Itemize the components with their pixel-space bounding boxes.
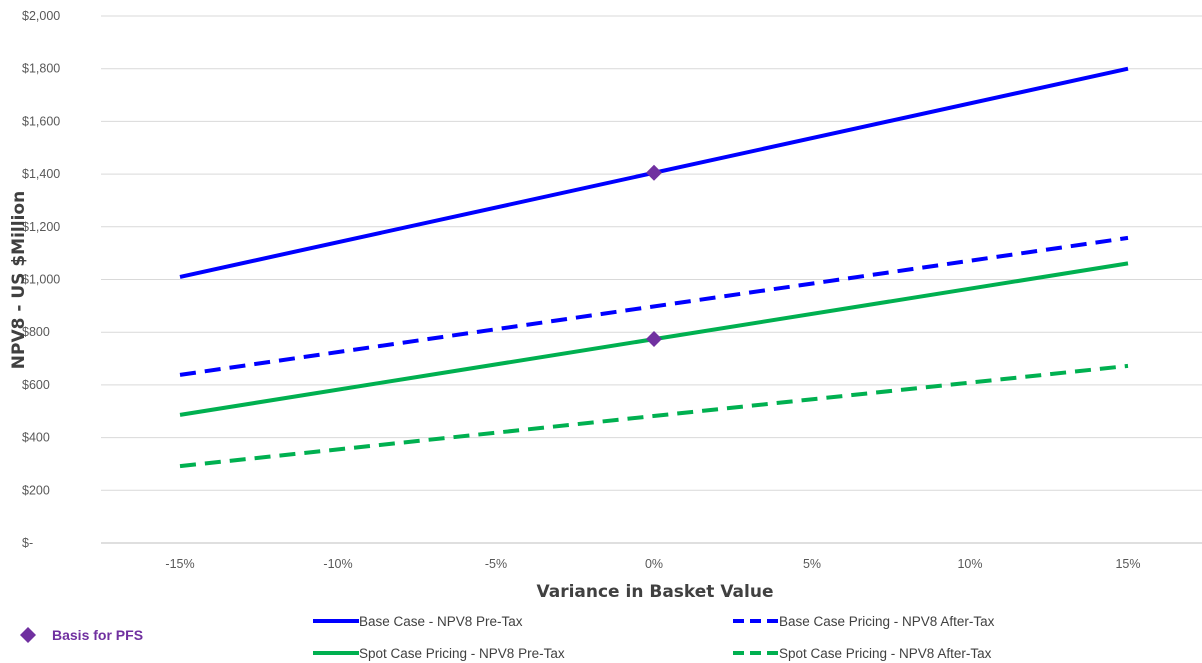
- series-line-4: [179, 363, 1129, 469]
- x-tick-label: 0%: [645, 557, 663, 571]
- series-line-2: [179, 235, 1129, 377]
- legend-pfs-label: Basis for PFS: [52, 627, 143, 643]
- pfs-markers: [646, 164, 662, 348]
- series-lines: [179, 66, 1129, 469]
- x-tick-label: 5%: [803, 557, 821, 571]
- legend-label: Spot Case Pricing - NPV8 After-Tax: [779, 646, 992, 661]
- y-tick-label: $1,600: [22, 114, 60, 128]
- legend: Base Case - NPV8 Pre-Tax Base Case Pricin…: [20, 614, 995, 661]
- y-tick-label: $400: [22, 431, 50, 445]
- x-tick-label: -10%: [323, 557, 352, 571]
- gridlines: [101, 15, 1202, 544]
- x-tick-label: 15%: [1115, 557, 1140, 571]
- x-tick-label: 10%: [957, 557, 982, 571]
- legend-label: Base Case - NPV8 Pre-Tax: [359, 614, 523, 629]
- y-tick-label: $1,400: [22, 167, 60, 181]
- y-tick-label: $800: [22, 325, 50, 339]
- y-tick-label: $-: [22, 536, 33, 550]
- y-tick-label: $1,000: [22, 273, 60, 287]
- y-tick-label: $1,800: [22, 62, 60, 76]
- y-tick-label: $200: [22, 483, 50, 497]
- legend-diamond-swatch: [20, 627, 36, 643]
- y-tick-label: $600: [22, 378, 50, 392]
- x-tick-label: -5%: [485, 557, 507, 571]
- y-tick-label: $1,200: [22, 220, 60, 234]
- y-tick-label: $2,000: [22, 9, 60, 23]
- pfs-marker: [646, 164, 662, 181]
- legend-label: Spot Case Pricing - NPV8 Pre-Tax: [359, 646, 565, 661]
- legend-label: Base Case Pricing - NPV8 After-Tax: [779, 614, 995, 629]
- x-tick-labels: -15% -10% -5% 0% 5% 10% 15%: [165, 557, 1140, 571]
- x-axis-title: Variance in Basket Value: [537, 582, 774, 602]
- x-tick-label: -15%: [165, 557, 194, 571]
- y-axis-title: NPV8 - US $Million: [9, 191, 29, 369]
- pfs-marker: [646, 331, 662, 348]
- y-tick-labels: $- $200 $400 $600 $800 $1,000 $1,200 $1,400 $1,6…: [22, 9, 60, 550]
